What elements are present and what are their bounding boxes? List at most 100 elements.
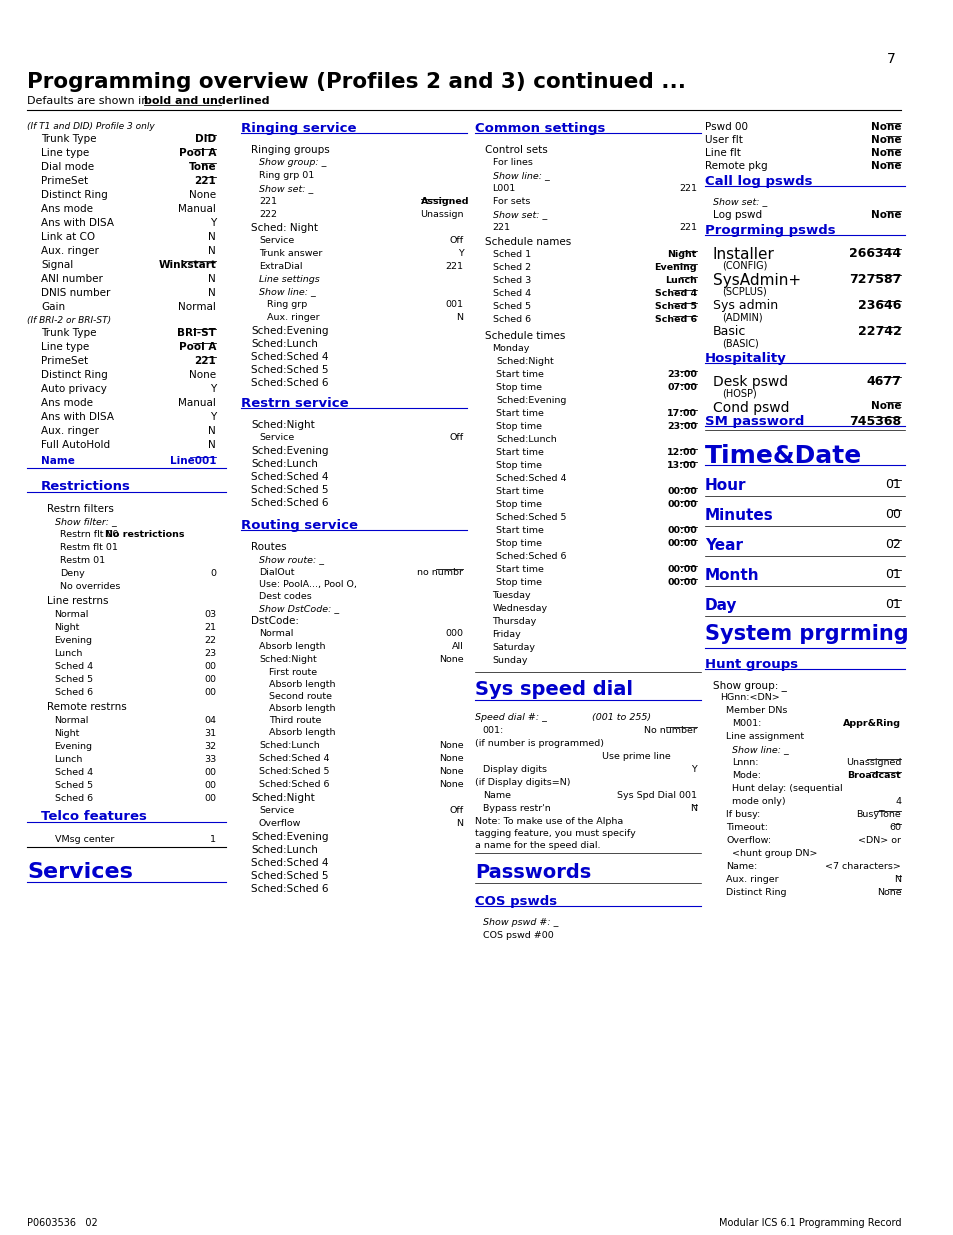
Text: Ring grp 01: Ring grp 01 xyxy=(258,170,314,180)
Text: 1: 1 xyxy=(210,835,216,844)
Text: Ringing groups: Ringing groups xyxy=(251,144,330,156)
Text: Pool A: Pool A xyxy=(178,148,216,158)
Text: Minutes: Minutes xyxy=(704,508,773,522)
Text: 01: 01 xyxy=(884,598,901,611)
Text: Line type: Line type xyxy=(41,342,89,352)
Text: None: None xyxy=(189,370,216,380)
Text: Show set: _: Show set: _ xyxy=(492,210,546,219)
Text: Line type: Line type xyxy=(41,148,89,158)
Text: 00: 00 xyxy=(204,662,216,671)
Text: 00:00: 00:00 xyxy=(666,526,697,535)
Text: N: N xyxy=(689,804,697,813)
Text: Unassigned: Unassigned xyxy=(845,758,901,767)
Text: 23: 23 xyxy=(204,650,216,658)
Text: Sys admin: Sys admin xyxy=(712,299,777,312)
Text: 33: 33 xyxy=(204,755,216,764)
Text: Deny: Deny xyxy=(60,569,85,578)
Text: N: N xyxy=(208,274,216,284)
Text: Restrn flt 00: Restrn flt 00 xyxy=(60,530,119,538)
Text: Sched:Lunch: Sched:Lunch xyxy=(496,435,557,445)
Text: Start time: Start time xyxy=(496,564,544,574)
Text: Sched:Lunch: Sched:Lunch xyxy=(251,338,317,350)
Text: Sched:Night: Sched:Night xyxy=(258,655,316,664)
Text: Gain: Gain xyxy=(41,303,65,312)
Text: Auto privacy: Auto privacy xyxy=(41,384,107,394)
Text: No restrictions: No restrictions xyxy=(105,530,185,538)
Text: Sched:Sched 4: Sched:Sched 4 xyxy=(251,858,328,868)
Text: 7: 7 xyxy=(886,52,895,65)
Text: Passwords: Passwords xyxy=(475,863,591,882)
Text: None: None xyxy=(870,401,901,411)
Text: 00:00: 00:00 xyxy=(666,538,697,548)
Text: <hunt group DN>: <hunt group DN> xyxy=(731,848,817,858)
Text: Show pswd #: _: Show pswd #: _ xyxy=(482,918,558,927)
Text: Sched:Lunch: Sched:Lunch xyxy=(258,741,319,750)
Text: Routes: Routes xyxy=(251,542,287,552)
Text: 221: 221 xyxy=(445,262,463,270)
Text: Lunch: Lunch xyxy=(54,650,83,658)
Text: Lnnn:: Lnnn: xyxy=(731,758,758,767)
Text: Absorb length: Absorb length xyxy=(258,642,325,651)
Text: Saturday: Saturday xyxy=(492,643,535,652)
Text: Unassign: Unassign xyxy=(420,210,463,219)
Text: BusyTone: BusyTone xyxy=(856,810,901,819)
Text: (If BRI-2 or BRI-ST): (If BRI-2 or BRI-ST) xyxy=(28,316,112,325)
Text: Sched 5: Sched 5 xyxy=(54,781,92,790)
Text: SM password: SM password xyxy=(704,415,803,429)
Text: 4: 4 xyxy=(895,797,901,806)
Text: 00:00: 00:00 xyxy=(666,500,697,509)
Text: 221: 221 xyxy=(679,184,697,193)
Text: Show line: _: Show line: _ xyxy=(258,287,315,296)
Text: Sched 1: Sched 1 xyxy=(492,249,530,259)
Text: a name for the speed dial.: a name for the speed dial. xyxy=(475,841,599,850)
Text: Sched 3: Sched 3 xyxy=(492,275,530,285)
Text: 01: 01 xyxy=(884,568,901,580)
Text: Show route: _: Show route: _ xyxy=(258,555,324,564)
Text: Use prime line: Use prime line xyxy=(601,752,670,761)
Text: Stop time: Stop time xyxy=(496,500,542,509)
Text: 221: 221 xyxy=(492,224,510,232)
Text: Normal: Normal xyxy=(54,716,89,725)
Text: Friday: Friday xyxy=(492,630,520,638)
Text: N: N xyxy=(208,426,216,436)
Text: Restrn service: Restrn service xyxy=(241,396,349,410)
Text: Sys Spd Dial 001: Sys Spd Dial 001 xyxy=(617,790,697,800)
Text: Basic: Basic xyxy=(712,325,745,338)
Text: COS pswd #00: COS pswd #00 xyxy=(482,931,553,940)
Text: Y: Y xyxy=(457,249,463,258)
Text: None: None xyxy=(189,190,216,200)
Text: Sched 5: Sched 5 xyxy=(655,303,697,311)
Text: None: None xyxy=(438,781,463,789)
Text: Restm flt 01: Restm flt 01 xyxy=(60,543,118,552)
Text: Cond pswd: Cond pswd xyxy=(712,401,788,415)
Text: (if Display digits=N): (if Display digits=N) xyxy=(475,778,570,787)
Text: Sched:Sched 5: Sched:Sched 5 xyxy=(251,366,328,375)
Text: Sched 4: Sched 4 xyxy=(492,289,530,298)
Text: PrimeSet: PrimeSet xyxy=(41,356,88,366)
Text: Line flt: Line flt xyxy=(704,148,740,158)
Text: 22: 22 xyxy=(204,636,216,645)
Text: Ans with DISA: Ans with DISA xyxy=(41,412,113,422)
Text: 00: 00 xyxy=(204,688,216,697)
Text: Sched:Night: Sched:Night xyxy=(251,420,314,430)
Text: Dest codes: Dest codes xyxy=(258,592,312,601)
Text: Restm 01: Restm 01 xyxy=(60,556,106,564)
Text: Sched:Sched 5: Sched:Sched 5 xyxy=(251,871,328,881)
Text: Third route: Third route xyxy=(269,716,321,725)
Text: Sched:Evening: Sched:Evening xyxy=(251,832,328,842)
Text: Trunk answer: Trunk answer xyxy=(258,249,322,258)
Text: DstCode:: DstCode: xyxy=(251,616,299,626)
Text: Distinct Ring: Distinct Ring xyxy=(725,888,786,897)
Text: 21: 21 xyxy=(204,622,216,632)
Text: 23:00: 23:00 xyxy=(666,370,697,379)
Text: PrimeSet: PrimeSet xyxy=(41,177,88,186)
Text: Name:: Name: xyxy=(725,862,757,871)
Text: Link at CO: Link at CO xyxy=(41,232,95,242)
Text: Manual: Manual xyxy=(178,204,216,214)
Text: Y: Y xyxy=(210,412,216,422)
Text: Second route: Second route xyxy=(269,692,332,701)
Text: Call log pswds: Call log pswds xyxy=(704,175,811,188)
Text: Sched:Sched 4: Sched:Sched 4 xyxy=(251,352,328,362)
Text: Winkstart: Winkstart xyxy=(158,261,216,270)
Text: Line assignment: Line assignment xyxy=(725,732,803,741)
